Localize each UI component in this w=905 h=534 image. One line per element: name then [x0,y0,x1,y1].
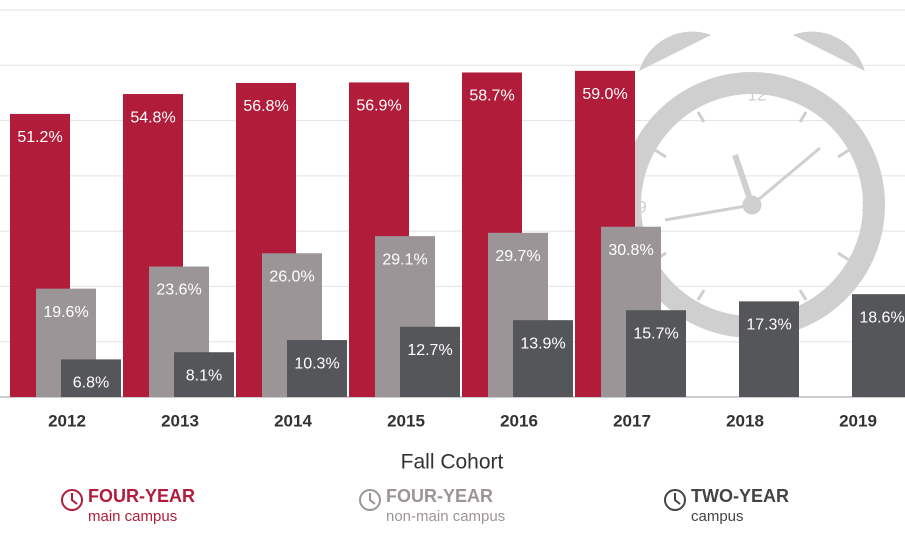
clock-label: 3 [861,197,870,216]
x-tick-label: 2019 [839,411,877,430]
legend-icon [72,493,77,504]
value-label: 29.1% [382,251,427,268]
legend-icon [370,493,375,504]
clock-label: 12 [748,85,767,104]
x-tick-label: 2016 [500,411,538,430]
value-label: 56.9% [356,98,401,115]
value-label: 17.3% [746,317,791,334]
value-label: 54.8% [130,109,175,126]
x-axis-label: Fall Cohort [401,451,504,474]
bar [513,320,573,397]
value-label: 26.0% [269,268,314,285]
legend-subname: main campus [88,508,177,525]
x-tick-label: 2018 [726,411,764,430]
value-label: 19.6% [43,304,88,321]
value-label: 30.8% [608,242,653,259]
value-label: 56.8% [243,98,288,115]
value-label: 29.7% [495,248,540,265]
legend-name: FOUR-YEAR [88,486,195,506]
bar [626,310,686,397]
bar [400,327,460,397]
value-label: 59.0% [582,86,627,103]
x-tick-label: 2014 [274,411,312,430]
value-label: 23.6% [156,282,201,299]
value-label: 10.3% [294,355,339,372]
legend-subname: non-main campus [386,508,505,525]
x-tick-label: 2017 [613,411,651,430]
value-label: 58.7% [469,88,514,105]
value-label: 6.8% [73,375,109,392]
clock-decoration: 12 3 9 [630,32,874,327]
x-tick-label: 2012 [48,411,86,430]
value-label: 13.9% [520,335,565,352]
x-tick-label: 2013 [161,411,199,430]
value-label: 8.1% [186,367,222,384]
value-label: 12.7% [407,342,452,359]
chart: 12 3 9 Fall Cohort 2012 51.2% 19.6% 6.8% 201… [0,0,905,529]
x-tick-label: 2015 [387,411,425,430]
legend-icon [675,493,680,504]
value-label: 15.7% [633,325,678,342]
legend-name: FOUR-YEAR [386,486,493,506]
value-label: 51.2% [17,129,62,146]
legend-subname: campus [691,508,744,525]
page: {"chart_data": {"type": "bar", "categori… [0,0,905,534]
legend-name: TWO-YEAR [691,486,789,506]
value-label: 18.6% [859,309,904,326]
clock-label: 9 [637,197,646,216]
